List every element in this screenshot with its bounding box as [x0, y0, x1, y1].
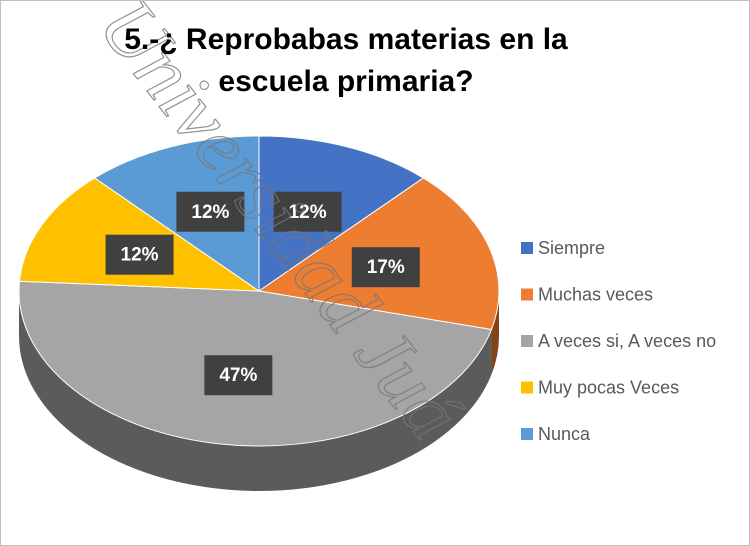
- legend-swatch: [521, 428, 533, 440]
- legend-label: Siempre: [538, 238, 605, 258]
- label-box: [176, 191, 245, 232]
- label-box: [204, 355, 273, 396]
- label-box: [105, 234, 174, 275]
- data-label: 12%: [191, 202, 229, 223]
- legend-label: A veces si, A veces no: [538, 331, 716, 351]
- legend-label: Muchas veces: [538, 284, 653, 304]
- slice-side: [19, 291, 492, 492]
- data-label: 47%: [219, 365, 257, 386]
- data-label: 17%: [367, 257, 405, 278]
- label-box: [351, 247, 420, 288]
- legend-swatch: [521, 242, 533, 254]
- legend-swatch: [521, 381, 533, 394]
- legend-label: Nunca: [538, 424, 591, 444]
- legend-swatch: [521, 335, 533, 347]
- chart-title: 5.-¿ Reprobabas materias en la escuela p…: [124, 23, 568, 98]
- legend-label: Muy pocas Veces: [538, 377, 679, 397]
- legend-swatch: [521, 288, 533, 301]
- label-box: [273, 191, 342, 232]
- slice: [18, 177, 261, 292]
- data-label: 12%: [121, 245, 159, 266]
- data-label: 12%: [289, 202, 327, 223]
